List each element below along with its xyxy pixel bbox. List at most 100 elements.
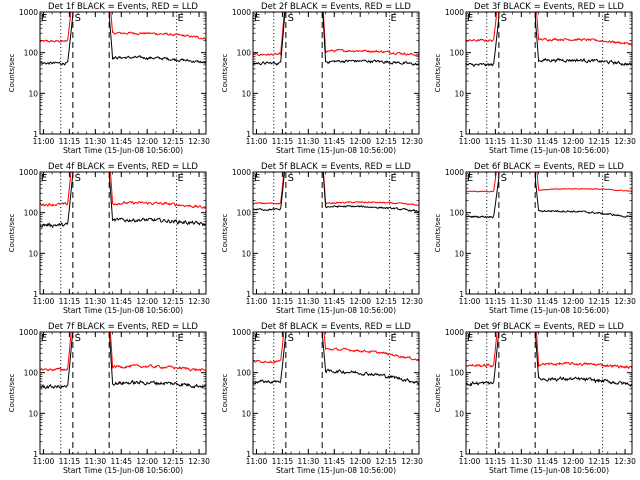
panel-title: Det 7f BLACK = Events, RED = LLD xyxy=(48,322,198,332)
x-tick-label: 11:45 xyxy=(110,297,132,306)
panel-2: Det 2f BLACK = Events, RED = LLD 1 10 100 10… xyxy=(221,2,423,155)
x-tick-label: 11:15 xyxy=(485,297,507,306)
events-series-line xyxy=(466,332,632,388)
panel-6: Det 6f BLACK = Events, RED = LLD 1 10 100 10… xyxy=(434,162,636,315)
y-tick-label: 1 xyxy=(459,450,464,459)
marker-label: S xyxy=(75,13,81,24)
x-tick-label: 12:30 xyxy=(614,297,636,306)
lld-series-line xyxy=(40,172,206,209)
x-tick-label: 12:15 xyxy=(588,457,610,466)
x-tick-label: 11:15 xyxy=(59,137,81,146)
plot-frame xyxy=(465,171,633,295)
y-axis-label: Counts/sec xyxy=(8,214,16,253)
lld-series-line xyxy=(466,172,632,193)
panel-title: Det 3f BLACK = Events, RED = LLD xyxy=(474,2,624,12)
x-tick-label: 12:15 xyxy=(375,137,397,146)
x-tick-label: 12:30 xyxy=(188,297,210,306)
y-tick-label: 10 xyxy=(454,89,464,98)
marker-label: E xyxy=(390,333,396,344)
y-axis-label: Counts/sec xyxy=(434,374,442,413)
x-tick-label: 11:00 xyxy=(246,297,268,306)
x-axis-label: Start Time (15-Jun-08 10:56:00) xyxy=(489,466,609,475)
x-tick-label: 12:00 xyxy=(136,297,158,306)
marker-label: E xyxy=(467,13,473,24)
y-tick-label: 1 xyxy=(246,130,251,139)
x-tick-label: 11:30 xyxy=(298,457,320,466)
marker-label: S xyxy=(75,173,81,184)
panel-title: Det 8f BLACK = Events, RED = LLD xyxy=(261,322,411,332)
lld-series-line xyxy=(40,332,206,372)
y-tick-label: 10 xyxy=(241,249,251,258)
x-tick-label: 11:00 xyxy=(33,297,55,306)
plot-frame xyxy=(39,331,207,455)
x-tick-label: 12:00 xyxy=(562,457,584,466)
y-tick-label: 100 xyxy=(24,209,39,218)
marker-label: E xyxy=(603,173,609,184)
panel-8: Det 8f BLACK = Events, RED = LLD 1 10 100 10… xyxy=(221,322,423,475)
x-tick-label: 12:00 xyxy=(349,297,371,306)
x-tick-label: 12:15 xyxy=(162,457,184,466)
marker-label: S xyxy=(288,173,294,184)
x-tick-label: 11:00 xyxy=(246,457,268,466)
y-tick-label: 1000 xyxy=(445,168,464,177)
y-tick-label: 1000 xyxy=(19,8,38,17)
lld-series-line xyxy=(253,332,419,364)
marker-label: E xyxy=(390,173,396,184)
panel-7: Det 7f BLACK = Events, RED = LLD 1 10 100 10… xyxy=(8,322,210,475)
x-axis-label: Start Time (15-Jun-08 10:56:00) xyxy=(63,306,183,315)
events-series-line xyxy=(466,172,632,219)
marker-label: S xyxy=(288,333,294,344)
marker-label: E xyxy=(603,13,609,24)
x-tick-label: 12:00 xyxy=(349,137,371,146)
plot-frame xyxy=(465,11,633,135)
x-tick-label: 11:15 xyxy=(272,137,294,146)
marker-label: E xyxy=(254,13,260,24)
y-tick-label: 1 xyxy=(459,290,464,299)
x-tick-label: 12:30 xyxy=(401,297,423,306)
x-tick-label: 11:30 xyxy=(85,137,107,146)
marker-label: E xyxy=(177,333,183,344)
x-tick-label: 12:15 xyxy=(375,457,397,466)
panel-5: Det 5f BLACK = Events, RED = LLD 1 10 100 10… xyxy=(221,162,423,315)
x-tick-label: 11:45 xyxy=(323,297,345,306)
x-tick-label: 11:00 xyxy=(459,457,481,466)
y-tick-label: 10 xyxy=(241,89,251,98)
x-axis-label: Start Time (15-Jun-08 10:56:00) xyxy=(276,146,396,155)
marker-label: E xyxy=(390,13,396,24)
y-tick-label: 1000 xyxy=(232,328,251,337)
x-tick-label: 11:45 xyxy=(323,457,345,466)
lld-series-line xyxy=(40,12,206,43)
x-axis-label: Start Time (15-Jun-08 10:56:00) xyxy=(63,146,183,155)
marker-label: S xyxy=(288,13,294,24)
marker-label: E xyxy=(41,173,47,184)
x-tick-label: 12:30 xyxy=(188,457,210,466)
x-tick-label: 11:15 xyxy=(485,137,507,146)
x-tick-label: 11:00 xyxy=(459,297,481,306)
x-tick-label: 12:00 xyxy=(562,137,584,146)
y-tick-label: 1 xyxy=(246,290,251,299)
x-tick-label: 11:45 xyxy=(323,137,345,146)
x-tick-label: 12:15 xyxy=(588,297,610,306)
x-tick-label: 11:30 xyxy=(85,457,107,466)
panel-title: Det 5f BLACK = Events, RED = LLD xyxy=(261,162,411,172)
y-tick-label: 1000 xyxy=(445,8,464,17)
x-tick-label: 11:45 xyxy=(536,297,558,306)
x-tick-label: 11:45 xyxy=(536,137,558,146)
plot-frame xyxy=(465,331,633,455)
x-tick-label: 11:30 xyxy=(511,137,533,146)
x-tick-label: 12:00 xyxy=(136,137,158,146)
lld-series-line xyxy=(253,12,419,57)
panel-title: Det 2f BLACK = Events, RED = LLD xyxy=(261,2,411,12)
y-axis-label: Counts/sec xyxy=(8,54,16,93)
lld-series-line xyxy=(466,12,632,46)
y-tick-label: 10 xyxy=(28,409,38,418)
panel-title: Det 4f BLACK = Events, RED = LLD xyxy=(48,162,198,172)
plot-frame xyxy=(252,331,420,455)
x-tick-label: 11:30 xyxy=(85,297,107,306)
x-axis-label: Start Time (15-Jun-08 10:56:00) xyxy=(489,306,609,315)
x-axis-label: Start Time (15-Jun-08 10:56:00) xyxy=(276,306,396,315)
y-tick-label: 1000 xyxy=(232,8,251,17)
marker-label: E xyxy=(41,333,47,344)
y-tick-label: 10 xyxy=(454,249,464,258)
marker-label: E xyxy=(467,333,473,344)
